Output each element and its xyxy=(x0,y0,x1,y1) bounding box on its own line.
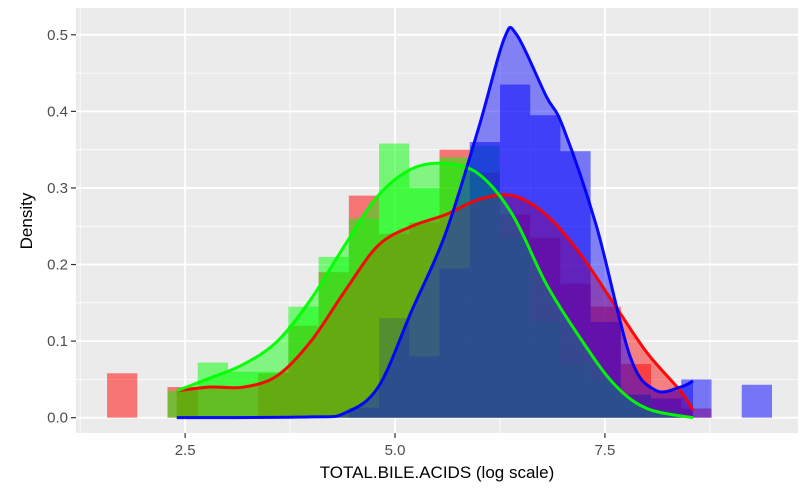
density-line-series-1 xyxy=(176,193,695,411)
y-tick-label: 0.3 xyxy=(47,180,68,197)
density-area-series-1 xyxy=(176,194,694,418)
y-tick-label: 0.0 xyxy=(47,410,68,427)
histogram-bar-series-2 xyxy=(318,256,349,418)
density-area-series-3 xyxy=(176,27,694,418)
y-axis-title: Density xyxy=(17,192,36,249)
histogram-bar-series-3 xyxy=(439,268,470,418)
histogram-bar-series-3 xyxy=(620,394,652,418)
density-curves xyxy=(176,25,695,420)
histogram-bar-series-3 xyxy=(379,318,410,418)
y-axis-ticks: 0.0 0.1 0.2 0.3 0.4 0.5 xyxy=(47,27,76,427)
histogram-bar-series-3 xyxy=(741,384,772,418)
histogram-bar-series-2 xyxy=(167,390,198,418)
histogram-bar-series-3 xyxy=(590,321,621,418)
histogram-bar-series-3 xyxy=(530,115,561,418)
y-tick-label: 0.5 xyxy=(47,27,68,44)
y-tick-label: 0.4 xyxy=(47,103,68,120)
histogram-bar-series-1 xyxy=(107,373,138,418)
histogram-bar-series-2 xyxy=(227,371,259,418)
y-tick-label: 0.1 xyxy=(47,333,68,350)
x-tick-label: 7.5 xyxy=(594,442,615,459)
histogram-bar-series-3 xyxy=(409,356,440,418)
density-area-series-2 xyxy=(176,163,694,418)
histogram-bar-series-3 xyxy=(499,84,531,418)
histogram-bars xyxy=(107,84,772,418)
x-axis-ticks: 2.5 5.0 7.5 xyxy=(175,433,615,459)
x-tick-label: 5.0 xyxy=(385,442,406,459)
density-line-series-2 xyxy=(176,161,694,420)
x-axis-title: TOTAL.BILE.ACIDS (log scale) xyxy=(320,463,555,482)
x-tick-label: 2.5 xyxy=(175,442,196,459)
histogram-bar-series-3 xyxy=(348,407,380,418)
y-tick-label: 0.2 xyxy=(47,257,68,274)
density-line-series-3 xyxy=(176,25,694,420)
